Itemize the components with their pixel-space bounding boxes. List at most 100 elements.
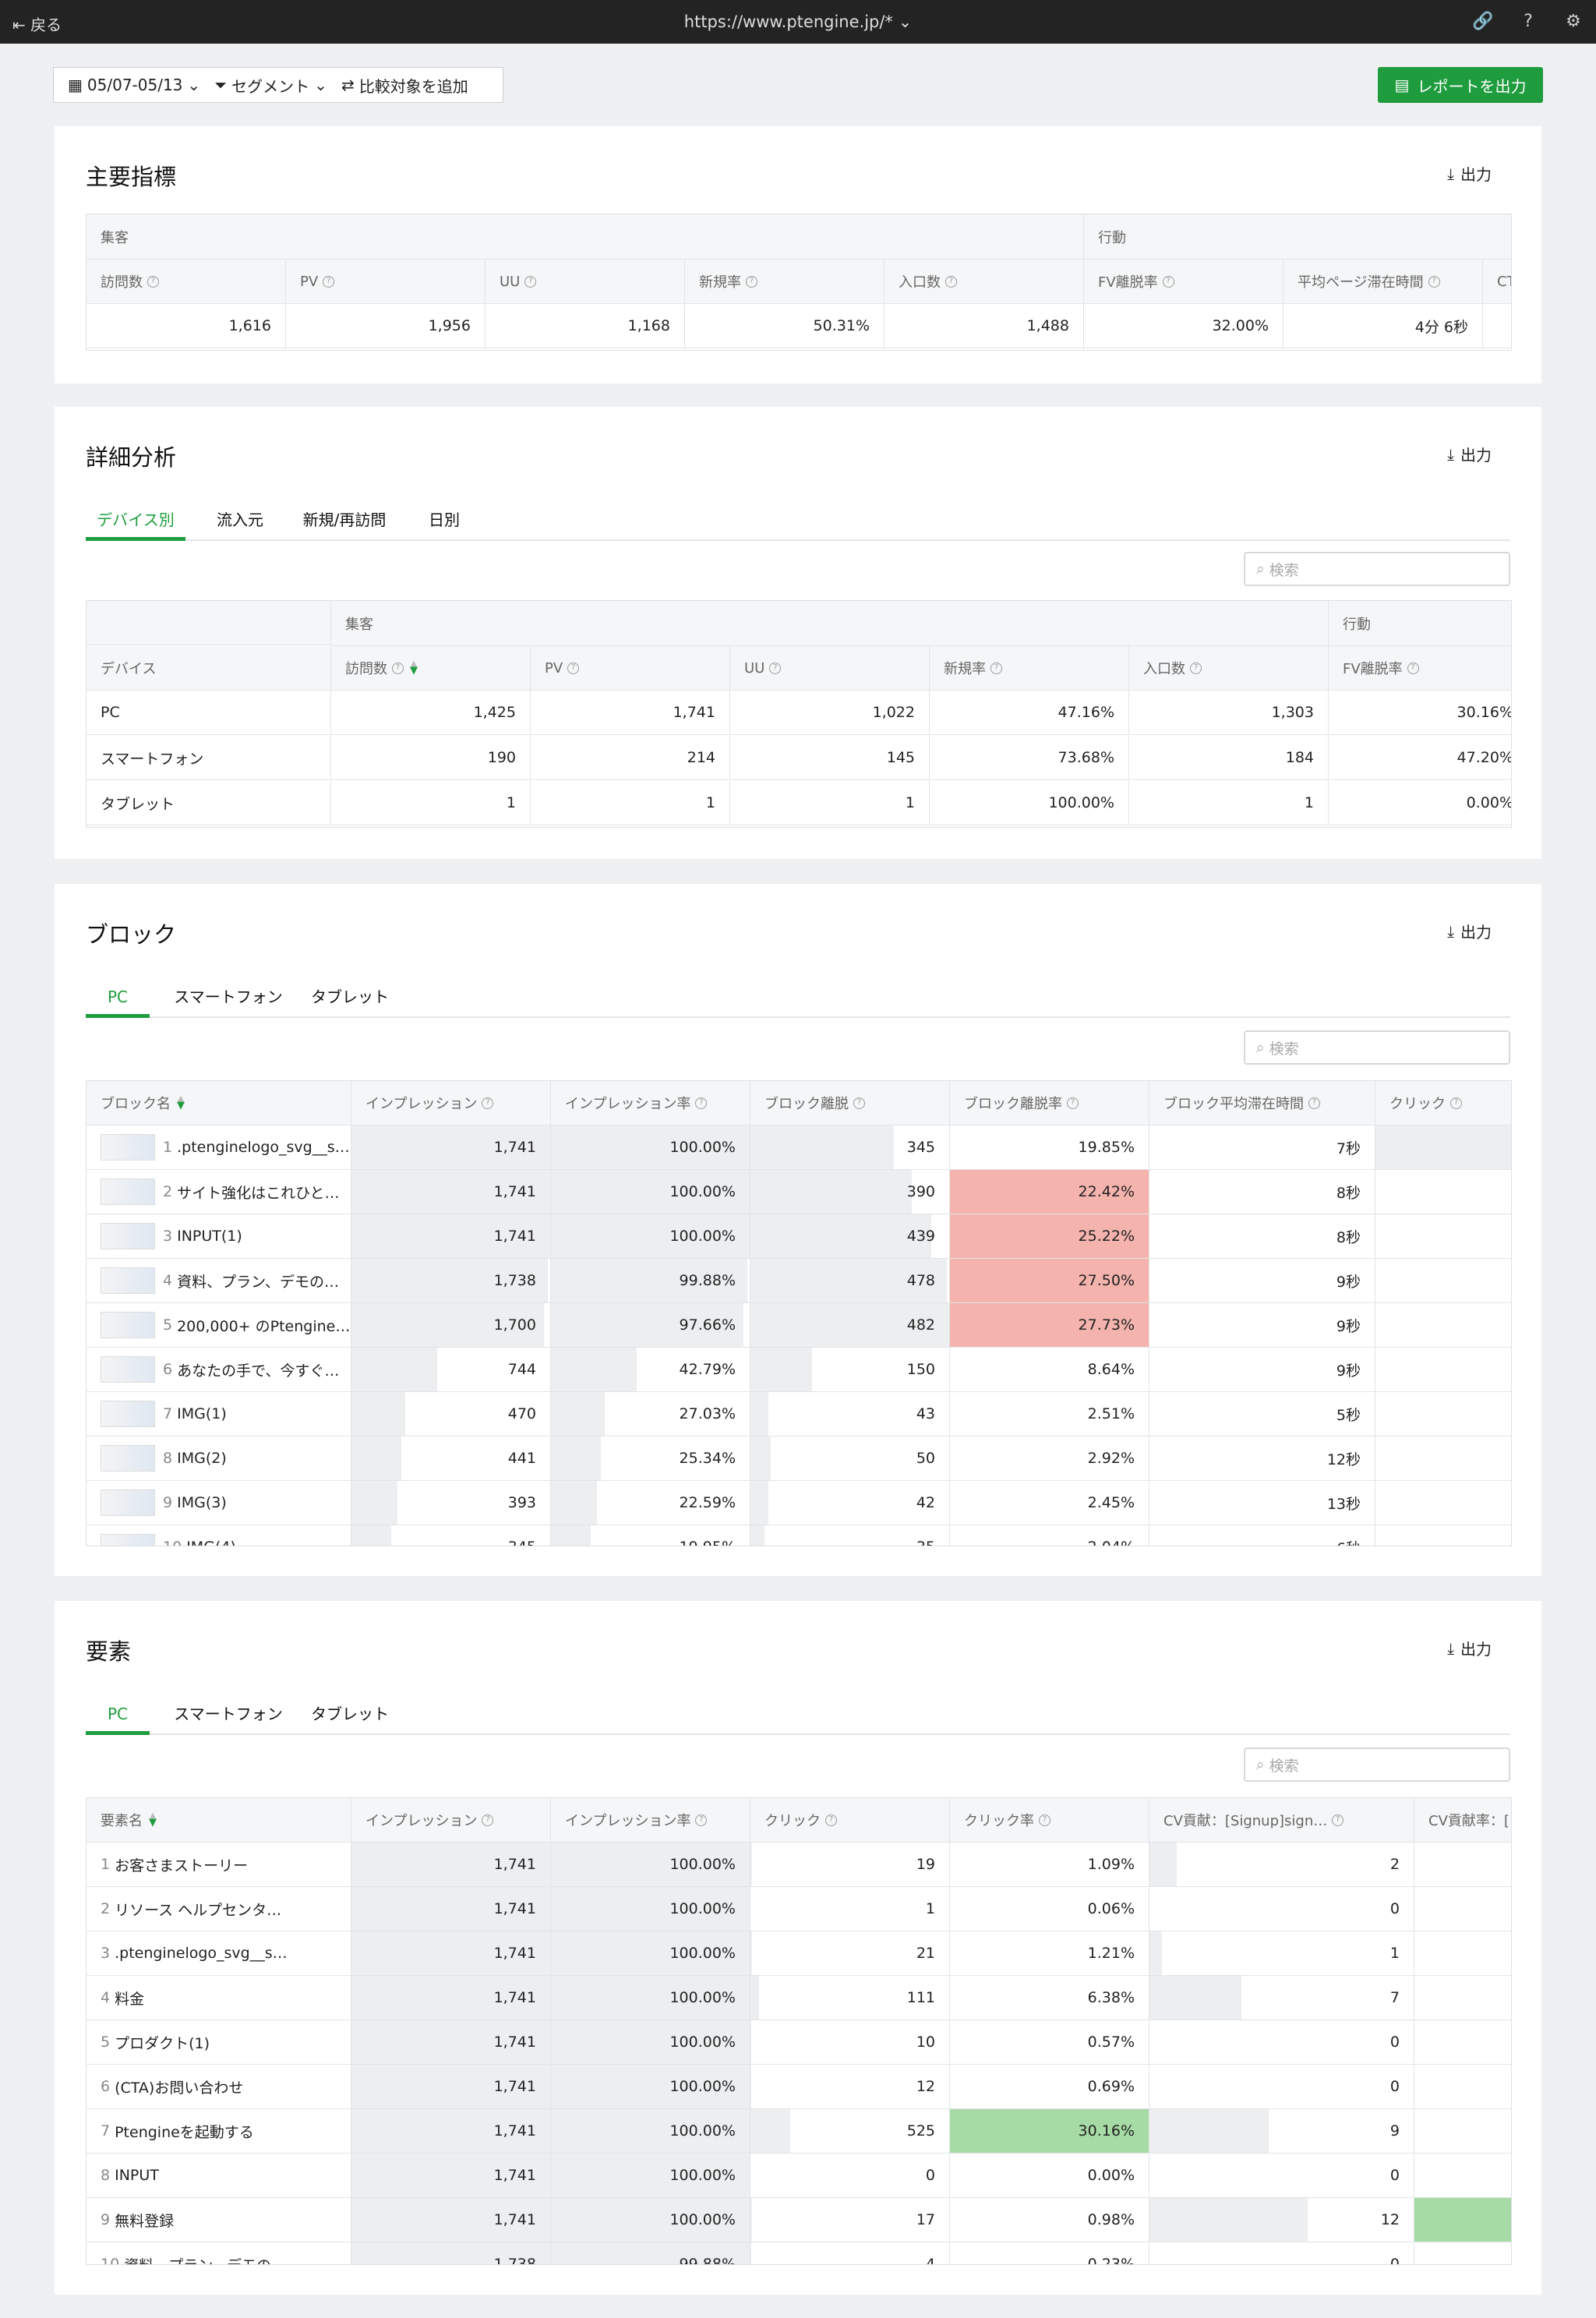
tab-2[interactable]: タブレット bbox=[311, 1705, 389, 1723]
table-row[interactable]: 7 Ptengineを起動する 1,741 100.00% 525 30.16% 9 bbox=[87, 2109, 1511, 2154]
block-title: ブロック bbox=[86, 921, 177, 948]
table-row[interactable]: 1 お客さまストーリー 1,741 100.00% 19 1.09% 2 bbox=[87, 1843, 1511, 1887]
back-button[interactable]: ⇤ 戻る bbox=[12, 16, 62, 34]
export-report-button[interactable]: ▤ レポートを出力 bbox=[1378, 67, 1543, 103]
detail-header-text: 新規率 bbox=[944, 661, 986, 677]
device-name: PC bbox=[87, 691, 331, 735]
impression-text: 345 bbox=[508, 1539, 536, 1546]
table-row[interactable]: 4 資料、プラン、デモの… 1,738 99.88% 478 27.50% 9秒 bbox=[87, 1259, 1511, 1303]
block-name[interactable]: 5 200,000+ のPtengine… bbox=[87, 1303, 351, 1348]
tab-0[interactable]: デバイス別 bbox=[86, 499, 185, 541]
element-name[interactable]: 4 料金 bbox=[87, 1976, 351, 2020]
element-name[interactable]: 10 資料、プラン、デモの… bbox=[87, 2242, 351, 2264]
table-row[interactable]: 8 INPUT 1,741 100.00% 0 0.00% 0 bbox=[87, 2154, 1511, 2198]
element-export-button[interactable]: ⤓ 出力 bbox=[1447, 1638, 1492, 1659]
block-name[interactable]: 7 IMG(1) bbox=[87, 1392, 351, 1436]
cell-bar bbox=[351, 1436, 401, 1480]
impression-rate: 100.00% bbox=[551, 1170, 750, 1214]
kpi-value: 50.31% bbox=[685, 304, 885, 348]
detail-export-button[interactable]: ⤓ 出力 bbox=[1447, 444, 1492, 465]
element-name[interactable]: 5 プロダクト(1) bbox=[87, 2020, 351, 2065]
block-exit: 35 bbox=[750, 1525, 950, 1546]
tab-1[interactable]: スマートフォン bbox=[174, 1705, 283, 1723]
table-row[interactable]: 10 IMG(4) 345 19.95% 35 2.04% 6秒 bbox=[87, 1525, 1511, 1546]
table-row[interactable]: 8 IMG(2) 441 25.34% 50 2.92% 12秒 bbox=[87, 1436, 1511, 1481]
detail-value: 47.16% bbox=[930, 691, 1129, 735]
kpi-export-button[interactable]: ⤓ 出力 bbox=[1447, 164, 1492, 185]
tab-0[interactable]: PC bbox=[86, 976, 150, 1018]
block-exit-text: 43 bbox=[916, 1405, 935, 1422]
tab-3[interactable]: 日別 bbox=[429, 511, 460, 529]
settings-icon[interactable]: ⚙ bbox=[1566, 11, 1581, 31]
tab-2[interactable]: 新規/再訪問 bbox=[302, 511, 387, 529]
tab-1[interactable]: 流入元 bbox=[217, 511, 263, 529]
block-name[interactable]: 4 資料、プラン、デモの… bbox=[87, 1259, 351, 1303]
detail-value: 1,022 bbox=[730, 691, 930, 735]
kpi-value-text: 1,488 bbox=[1026, 317, 1069, 334]
help-icon: ? bbox=[1407, 662, 1419, 674]
help-icon[interactable]: ? bbox=[1524, 11, 1533, 31]
block-name-text: IMG(2) bbox=[177, 1450, 227, 1467]
table-row[interactable]: 6 (CTA)お問い合わせ 1,741 100.00% 12 0.69% 0 bbox=[87, 2065, 1511, 2109]
block-search-input[interactable]: ⌕ 検索 bbox=[1244, 1030, 1510, 1065]
block-name[interactable]: 2 サイト強化はこれひと… bbox=[87, 1170, 351, 1214]
block-export-button[interactable]: ⤓ 出力 bbox=[1447, 921, 1492, 942]
help-icon: ? bbox=[567, 662, 580, 674]
block-name[interactable]: 1 .ptenginelogo_svg__s… bbox=[87, 1125, 351, 1170]
table-row[interactable]: 3 .ptenginelogo_svg__s… 1,741 100.00% 21 1.21… bbox=[87, 1931, 1511, 1976]
avg-duration-text: 6秒 bbox=[1336, 1537, 1361, 1546]
url-dropdown[interactable]: https://www.ptengine.jp/* ⌄ bbox=[683, 12, 913, 31]
table-row[interactable]: 7 IMG(1) 470 27.03% 43 2.51% 5秒 bbox=[87, 1392, 1511, 1436]
date-range-picker[interactable]: ▦ 05/07-05/13 ⌄ bbox=[68, 76, 201, 94]
block-name[interactable]: 3 INPUT(1) bbox=[87, 1214, 351, 1259]
cell-bar bbox=[551, 1259, 748, 1302]
impression: 1,741 bbox=[351, 1931, 551, 1976]
element-name[interactable]: 6 (CTA)お問い合わせ bbox=[87, 2065, 351, 2109]
table-row[interactable]: 9 IMG(3) 393 22.59% 42 2.45% 13秒 bbox=[87, 1481, 1511, 1525]
block-name[interactable]: 6 あなたの手で、今すぐ… bbox=[87, 1348, 351, 1392]
table-row[interactable]: 2 サイト強化はこれひと… 1,741 100.00% 390 22.42% 8秒 bbox=[87, 1170, 1511, 1214]
table-row[interactable]: 6 あなたの手で、今すぐ… 744 42.79% 150 8.64% 9秒 bbox=[87, 1348, 1511, 1392]
sort-icon[interactable]: ▲ ▼ bbox=[149, 1811, 157, 1829]
element-name[interactable]: 1 お客さまストーリー bbox=[87, 1843, 351, 1887]
block-name-text: IMG(3) bbox=[177, 1494, 227, 1511]
impression: 441 bbox=[351, 1436, 551, 1481]
table-row[interactable]: 10 資料、プラン、デモの… 1,738 99.88% 4 0.23% 0 bbox=[87, 2242, 1511, 2264]
table-row[interactable]: 9 無料登録 1,741 100.00% 17 0.98% 12 bbox=[87, 2198, 1511, 2242]
block-header: クリック? bbox=[1375, 1081, 1511, 1125]
block-name[interactable]: 10 IMG(4) bbox=[87, 1525, 351, 1546]
element-name[interactable]: 9 無料登録 bbox=[87, 2198, 351, 2242]
click: 525 bbox=[750, 2109, 950, 2154]
detail-header-text: UU bbox=[744, 659, 765, 677]
cell-bar bbox=[551, 1125, 750, 1169]
cv-contribution-rate bbox=[1414, 1976, 1511, 2020]
table-row[interactable]: 5 200,000+ のPtengine… 1,700 97.66% 482 27.73%… bbox=[87, 1303, 1511, 1348]
tab-1[interactable]: スマートフォン bbox=[174, 988, 283, 1006]
impression: 1,741 bbox=[351, 2109, 551, 2154]
cell-bar bbox=[551, 2242, 750, 2264]
sort-icon[interactable]: ▲ ▼ bbox=[410, 659, 418, 677]
element-name[interactable]: 3 .ptenginelogo_svg__s… bbox=[87, 1931, 351, 1976]
link-icon[interactable]: 🔗 bbox=[1472, 11, 1494, 31]
impression-text: 470 bbox=[507, 1405, 536, 1422]
table-row[interactable]: 2 リソース ヘルプセンタ… 1,741 100.00% 1 0.06% 0 bbox=[87, 1887, 1511, 1931]
add-compare-button[interactable]: ⇄ 比較対象を追加 bbox=[341, 76, 468, 96]
detail-value: 73.68% bbox=[930, 736, 1129, 780]
sort-icon[interactable]: ▲ ▼ bbox=[177, 1094, 185, 1111]
table-row[interactable]: 5 プロダクト(1) 1,741 100.00% 10 0.57% 0 bbox=[87, 2020, 1511, 2065]
element-name[interactable]: 2 リソース ヘルプセンタ… bbox=[87, 1887, 351, 1931]
table-row[interactable]: 3 INPUT(1) 1,741 100.00% 439 25.22% 8秒 bbox=[87, 1214, 1511, 1259]
block-name[interactable]: 9 IMG(3) bbox=[87, 1481, 351, 1525]
element-name[interactable]: 8 INPUT bbox=[87, 2154, 351, 2198]
block-name[interactable]: 8 IMG(2) bbox=[87, 1436, 351, 1481]
block-exit-rate-text: 27.73% bbox=[1078, 1316, 1135, 1334]
table-row[interactable]: 1 .ptenginelogo_svg__s… 1,741 100.00% 345 19.… bbox=[87, 1125, 1511, 1170]
table-row[interactable]: 4 料金 1,741 100.00% 111 6.38% 7 bbox=[87, 1976, 1511, 2020]
tab-0[interactable]: PC bbox=[86, 1693, 150, 1735]
element-search-input[interactable]: ⌕ 検索 bbox=[1244, 1747, 1510, 1782]
tab-2[interactable]: タブレット bbox=[311, 988, 389, 1006]
segment-dropdown[interactable]: ⏷ セグメント ⌄ bbox=[214, 76, 327, 96]
element-name[interactable]: 7 Ptengineを起動する bbox=[87, 2109, 351, 2154]
cell-bar bbox=[551, 1525, 591, 1546]
detail-search-input[interactable]: ⌕ 検索 bbox=[1244, 552, 1510, 586]
